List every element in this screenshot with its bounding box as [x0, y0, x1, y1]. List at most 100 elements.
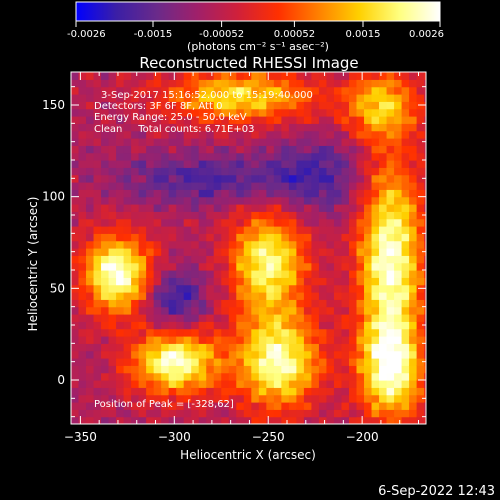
heatmap-pixel	[266, 152, 275, 161]
heatmap-pixel	[213, 292, 222, 300]
heatmap-pixel	[266, 277, 275, 286]
heatmap-pixel	[273, 204, 282, 212]
heatmap-pixel	[206, 306, 215, 315]
heatmap-pixel	[266, 336, 275, 344]
heatmap-pixel	[71, 402, 80, 410]
heatmap-pixel	[364, 387, 373, 396]
heatmap-pixel	[221, 79, 230, 88]
heatmap-pixel	[78, 402, 87, 410]
heatmap-pixel	[228, 152, 237, 161]
heatmap-pixel	[198, 328, 207, 337]
heatmap-pixel	[123, 204, 132, 212]
heatmap-pixel	[303, 152, 313, 161]
heatmap-pixel	[131, 402, 140, 410]
heatmap-pixel	[251, 79, 260, 88]
heatmap-pixel	[108, 387, 117, 396]
heatmap-pixel	[341, 152, 350, 161]
heatmap-pixel	[138, 350, 147, 359]
heatmap-pixel	[348, 380, 358, 388]
heatmap-pixel	[348, 270, 358, 278]
heatmap-pixel	[416, 226, 425, 234]
heatmap-pixel	[183, 321, 192, 330]
heatmap-pixel	[394, 262, 403, 271]
heatmap-pixel	[379, 270, 388, 278]
heatmap-pixel	[311, 145, 320, 154]
heatmap-pixel	[281, 130, 290, 139]
heatmap-pixel	[161, 79, 170, 88]
heatmap-pixel	[191, 270, 200, 278]
heatmap-pixel	[318, 321, 328, 330]
heatmap-pixel	[86, 402, 95, 410]
heatmap-pixel	[198, 138, 207, 146]
heatmap-pixel	[296, 204, 305, 212]
heatmap-pixel	[311, 204, 320, 212]
heatmap-pixel	[236, 167, 245, 176]
heatmap-pixel	[131, 86, 140, 95]
heatmap-pixel	[416, 343, 425, 352]
heatmap-pixel	[326, 314, 335, 322]
heatmap-pixel	[364, 138, 373, 146]
heatmap-pixel	[146, 372, 155, 381]
heatmap-pixel	[221, 86, 230, 95]
heatmap-pixel	[131, 365, 140, 374]
heatmap-pixel	[281, 262, 290, 271]
heatmap-pixel	[364, 402, 373, 410]
heatmap-pixel	[296, 350, 305, 359]
heatmap-pixel	[281, 299, 290, 308]
heatmap-pixel	[183, 196, 192, 205]
heatmap-pixel	[273, 123, 282, 132]
heatmap-pixel	[303, 372, 313, 381]
heatmap-pixel	[273, 108, 282, 117]
heatmap-pixel	[161, 204, 170, 212]
heatmap-pixel	[379, 130, 388, 139]
heatmap-pixel	[153, 380, 162, 388]
heatmap-pixel	[401, 196, 410, 205]
heatmap-pixel	[176, 262, 185, 271]
heatmap-pixel	[266, 248, 275, 256]
heatmap-pixel	[303, 226, 313, 234]
heatmap-pixel	[161, 72, 170, 80]
heatmap-pixel	[266, 174, 275, 183]
heatmap-pixel	[296, 196, 305, 205]
heatmap-pixel	[236, 409, 245, 418]
heatmap-pixel	[356, 306, 365, 315]
heatmap-pixel	[146, 380, 155, 388]
heatmap-pixel	[116, 108, 125, 117]
heatmap-pixel	[108, 211, 117, 220]
heatmap-pixel	[123, 218, 132, 227]
heatmap-pixel	[311, 380, 320, 388]
heatmap-pixel	[258, 365, 267, 374]
heatmap-pixel	[123, 409, 132, 418]
heatmap-pixel	[168, 387, 177, 396]
heatmap-pixel	[394, 350, 403, 359]
heatmap-pixel	[348, 284, 358, 293]
heatmap-pixel	[266, 218, 275, 227]
heatmap-pixel	[348, 233, 358, 242]
heatmap-pixel	[221, 145, 230, 154]
heatmap-pixel	[258, 226, 267, 234]
annotation-peak-position: Position of Peak = [-328,62]	[94, 399, 234, 410]
heatmap-pixel	[371, 138, 380, 146]
heatmap-pixel	[251, 255, 260, 264]
heatmap-pixel	[364, 262, 373, 271]
heatmap-pixel	[303, 167, 313, 176]
heatmap-pixel	[386, 79, 395, 88]
heatmap-pixel	[183, 394, 192, 403]
heatmap-pixel	[288, 101, 297, 110]
heatmap-pixel	[123, 101, 132, 110]
heatmap-pixel	[311, 409, 320, 418]
heatmap-pixel	[409, 255, 418, 264]
heatmap-pixel	[161, 94, 170, 102]
heatmap-pixel	[146, 306, 155, 315]
heatmap-pixel	[183, 72, 192, 80]
heatmap-pixel	[93, 343, 102, 352]
heatmap-pixel	[318, 394, 328, 403]
heatmap-pixel	[251, 160, 260, 168]
heatmap-pixel	[303, 160, 313, 168]
heatmap-pixel	[348, 387, 358, 396]
heatmap-pixel	[78, 174, 87, 183]
heatmap-pixel	[266, 292, 275, 300]
heatmap-pixel	[296, 189, 305, 198]
heatmap-pixel	[281, 255, 290, 264]
heatmap-pixel	[221, 123, 230, 132]
